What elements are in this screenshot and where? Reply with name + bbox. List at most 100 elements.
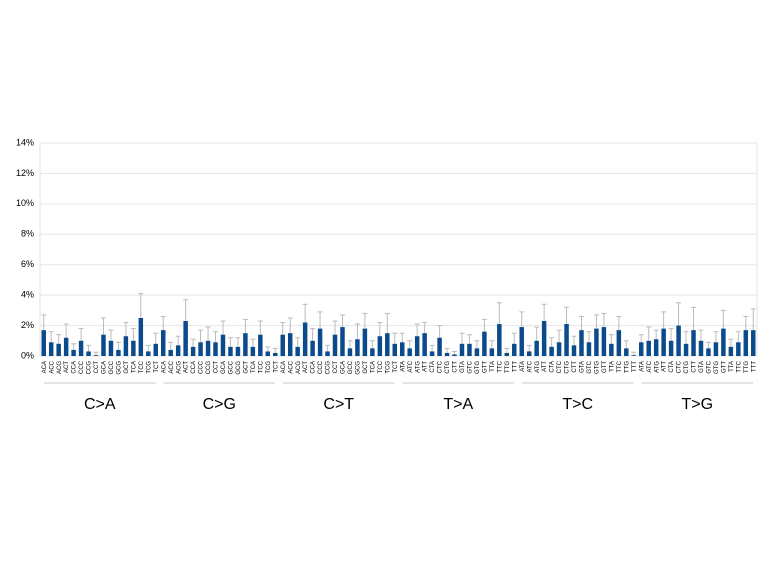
bar (512, 343, 517, 356)
group-label: T>G (681, 396, 713, 413)
x-tick-label: GTT (482, 361, 488, 373)
bar (399, 342, 405, 356)
x-tick-label: TTT (751, 361, 757, 372)
bar (594, 328, 599, 356)
bar (265, 351, 271, 356)
x-tick-label: GTC (587, 360, 593, 373)
x-tick-label: ACA (281, 361, 287, 373)
x-tick-label: GTA (580, 361, 586, 373)
bar (504, 352, 510, 356)
bar (609, 343, 614, 356)
x-tick-label: ATG (654, 361, 660, 373)
x-tick-label: ACA (42, 361, 48, 373)
x-tick-label: GCC (109, 360, 115, 374)
bar (183, 321, 188, 356)
x-tick-label: TTC (736, 360, 742, 372)
bar (340, 327, 345, 356)
x-tick-label: TCT (154, 361, 160, 373)
bar (108, 340, 114, 356)
bar (653, 339, 659, 356)
x-tick-label: CCA (191, 361, 197, 374)
bar (295, 346, 300, 356)
bar (116, 349, 121, 356)
bar (93, 355, 99, 356)
x-tick-label: CCA (72, 361, 78, 374)
x-tick-label: CCC (318, 360, 324, 374)
x-tick-label: TTC (497, 360, 503, 372)
bar (235, 346, 241, 356)
bar (459, 343, 465, 356)
x-tick-label: GCG (236, 361, 242, 375)
x-tick-label: GCT (363, 361, 369, 374)
bar (325, 351, 330, 356)
bar (698, 340, 704, 356)
x-tick-label: TTT (632, 361, 638, 372)
x-tick-label: CTC (677, 360, 683, 373)
bar (160, 330, 166, 356)
y-tick-label: 12% (16, 168, 34, 178)
bar (601, 327, 607, 356)
x-tick-label: TCC (378, 360, 384, 373)
x-tick-label: GCC (229, 360, 235, 374)
x-tick-label: GTC (468, 360, 474, 373)
bar (78, 340, 84, 356)
x-tick-label: GTC (707, 360, 713, 373)
x-tick-label: ATT (542, 361, 548, 372)
bar (317, 328, 323, 356)
bar (706, 348, 711, 356)
bar (638, 342, 644, 356)
x-tick-label: GTG (475, 361, 481, 374)
bar (631, 355, 637, 356)
bar (676, 325, 681, 356)
x-tick-label: ACC (288, 360, 294, 373)
bar (736, 342, 741, 356)
bar (63, 337, 69, 356)
x-tick-label: ATT (423, 361, 429, 372)
bar (691, 330, 696, 356)
x-tick-label: ATG (415, 361, 421, 373)
group-label: C>A (84, 396, 116, 413)
x-tick-label: ACA (161, 361, 167, 373)
y-tick-label: 14% (16, 137, 34, 147)
bar (571, 345, 577, 356)
bar (153, 343, 159, 356)
x-tick-label: CTT (692, 361, 698, 373)
bar (661, 328, 666, 356)
x-tick-label: GCA (341, 361, 347, 374)
x-tick-label: ATG (535, 361, 541, 373)
x-tick-label: TTA (609, 361, 615, 372)
bar (131, 340, 136, 356)
bar (168, 349, 173, 356)
bar (86, 351, 91, 356)
bar (646, 340, 651, 356)
y-tick-label: 6% (21, 259, 34, 269)
x-tick-label: ACG (296, 361, 302, 374)
bar (713, 342, 719, 356)
x-tick-label: CTA (669, 361, 675, 373)
bar (526, 351, 532, 356)
bar (429, 351, 435, 356)
x-tick-label: CCG (87, 361, 93, 375)
bar (146, 351, 151, 356)
x-tick-label: ATA (639, 361, 645, 372)
bar (205, 340, 211, 356)
bar (586, 342, 592, 356)
x-tick-label: TCT (393, 361, 399, 373)
x-tick-label: TCG (266, 361, 272, 374)
x-tick-label: TCA (370, 361, 376, 373)
bar (624, 348, 629, 356)
bar (751, 330, 756, 356)
x-tick-label: ATA (400, 361, 406, 372)
bar (332, 334, 338, 356)
bar (243, 333, 248, 356)
x-tick-label: TTG (624, 361, 630, 373)
x-tick-label: TTA (729, 361, 735, 372)
x-tick-label: GCG (117, 361, 123, 375)
bar (41, 330, 46, 356)
x-tick-label: ACG (57, 361, 63, 374)
bar (302, 322, 308, 356)
group-label: T>C (562, 396, 593, 413)
bar (444, 352, 450, 356)
bar (541, 321, 547, 356)
